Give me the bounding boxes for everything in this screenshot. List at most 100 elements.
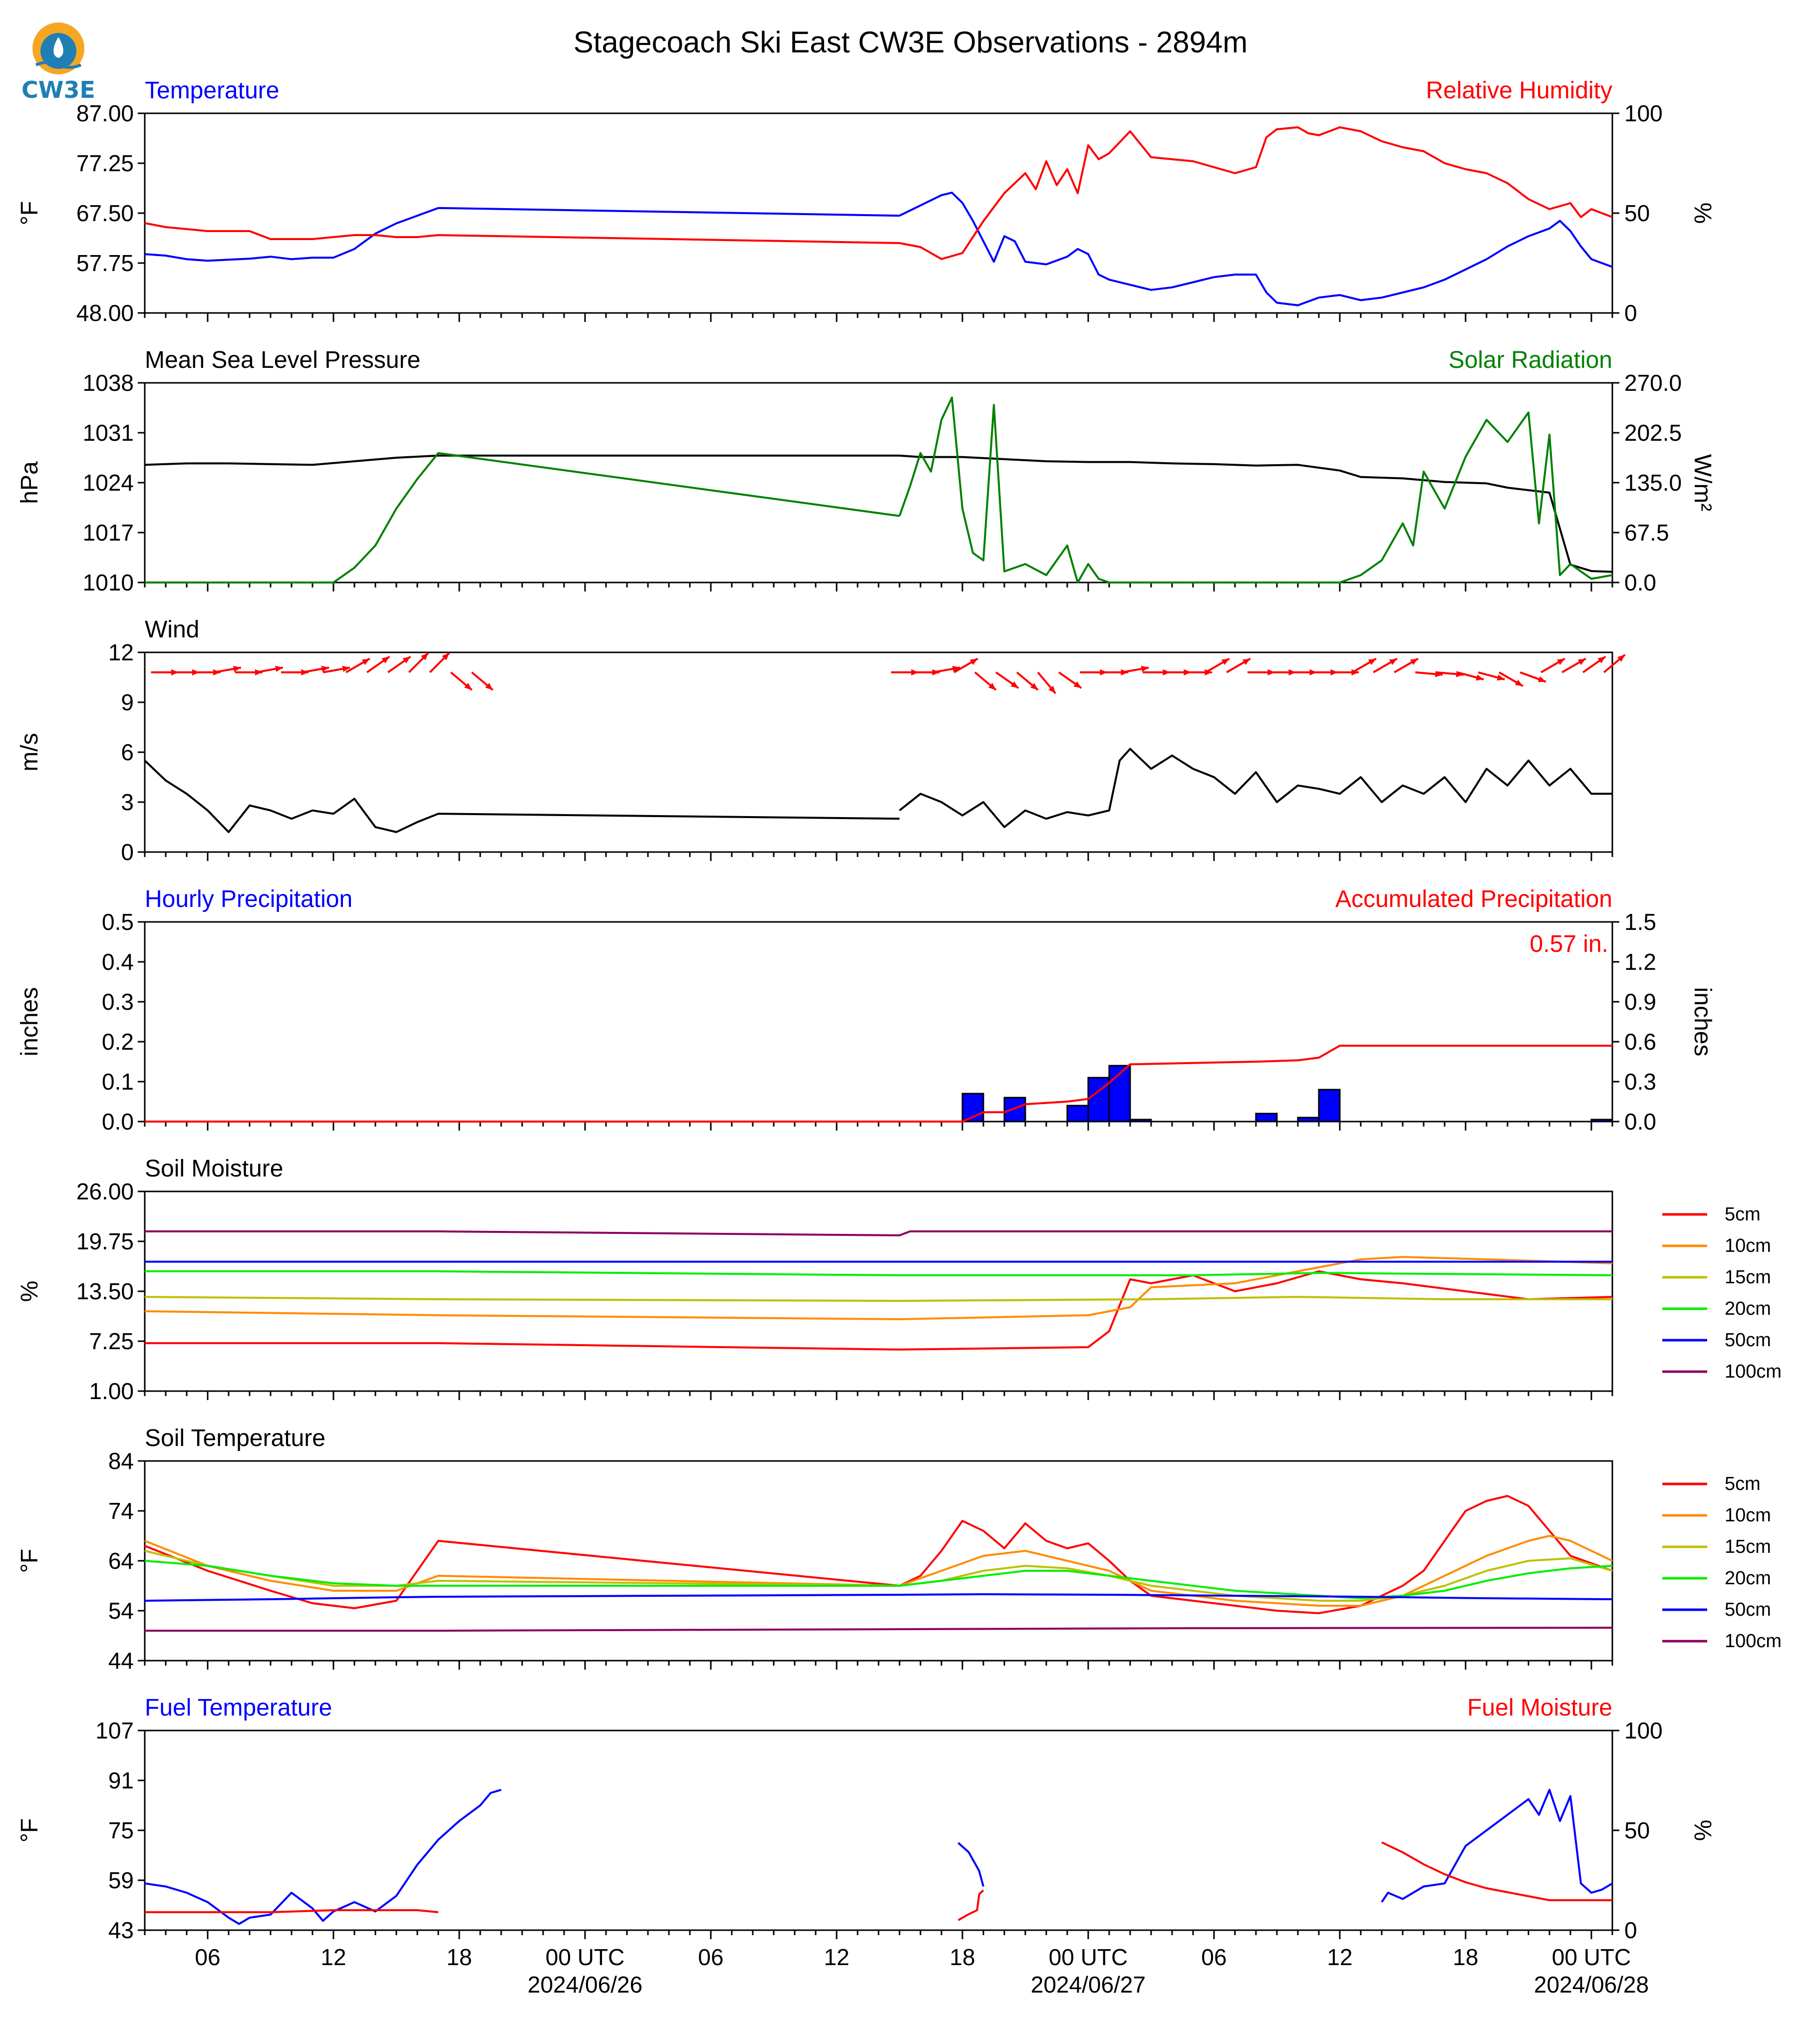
x-tick-label: 18 (446, 1944, 472, 1970)
y-axis-label: % (16, 1281, 43, 1302)
panel-precipitation: 0.0 0.1 0.2 0.3 0.4 0.5 0.0 0.3 0.6 0.9 1.2 1.5 Hour… (16, 886, 1716, 1135)
series-line-10cm (144, 1256, 1613, 1320)
y-tick-label: 12 (108, 639, 134, 665)
cw3e-logo: CW3E (21, 22, 95, 103)
logo-wave-icon (35, 61, 82, 69)
series-line-20cm (144, 1560, 1613, 1599)
panel-left-title: Hourly Precipitation (145, 886, 352, 912)
x-tick-label: 00 UTC (546, 1944, 624, 1970)
y-right-tick-label: 0.0 (1624, 570, 1656, 595)
y-tick-label: 3 (121, 789, 134, 815)
series-line-100cm (145, 1627, 1613, 1632)
legend-label: 10cm (1725, 1235, 1771, 1256)
wind-arrowhead (1556, 658, 1565, 665)
y-tick-label: 7.25 (89, 1328, 134, 1354)
panel-wind: 0 3 6 9 12 Wind m/s (16, 616, 1626, 865)
y-right-tick-label: 1.2 (1624, 949, 1656, 975)
y-tick-label: 75 (108, 1817, 134, 1843)
wind-arrowhead (381, 656, 390, 664)
y-tick-label: 54 (108, 1598, 134, 1624)
y-tick-label: 48.00 (76, 300, 134, 326)
panel-right-title: Fuel Moisture (1467, 1695, 1612, 1721)
logo-text: CW3E (21, 76, 95, 103)
series-line-20cm (145, 1270, 1613, 1276)
panel-left-title: Mean Sea Level Pressure (145, 347, 420, 373)
y-tick-label: 0.3 (102, 989, 134, 1015)
wind-arrowhead (402, 656, 411, 664)
legend-label: 15cm (1725, 1267, 1771, 1288)
x-tick-date: 2024/06/27 (1031, 1972, 1146, 1998)
y-tick-label: 0.4 (102, 949, 134, 975)
y-tick-label: 0 (121, 839, 134, 865)
series-line-fuel_moisture (1381, 1841, 1612, 1901)
wind-arrowhead (1410, 658, 1418, 665)
legend-label: 10cm (1725, 1505, 1771, 1526)
x-tick-label: 00 UTC (1049, 1944, 1128, 1970)
series-line-fuel_moisture (957, 1889, 984, 1921)
legend-label: 100cm (1725, 1631, 1782, 1652)
wind-arrowhead (275, 665, 283, 672)
panel-soil_temperature: 44 54 64 74 84 Soil Temperature °F 5cm 10cm 15cm 2… (16, 1425, 1782, 1674)
wind-arrowhead (988, 683, 996, 690)
wind-arrowhead (1476, 674, 1484, 681)
y-right-tick-label: 270.0 (1624, 370, 1682, 396)
wind-arrowhead (1030, 683, 1038, 690)
wind-arrowhead (1597, 656, 1606, 664)
wind-arrowhead (485, 683, 493, 690)
y-axis-label: °F (16, 1549, 43, 1573)
series-line-wind_speed (144, 760, 900, 833)
wind-arrowhead (1617, 654, 1625, 662)
series-line-15cm (144, 1550, 1613, 1602)
x-tick-date: 2024/06/28 (1534, 1972, 1649, 1998)
y-tick-label: 91 (108, 1767, 134, 1793)
y-right-tick-label: 0 (1624, 1917, 1637, 1943)
series-line-relative_humidity (144, 222, 900, 244)
y-tick-label: 0.1 (102, 1069, 134, 1095)
y-tick-label: 9 (121, 689, 134, 715)
panel-right-title: Accumulated Precipitation (1335, 886, 1612, 912)
precip-bar (961, 1093, 984, 1123)
y-tick-label: 6 (121, 739, 134, 765)
panel-pressure_solar: 1010 1017 1024 1031 1038 0.0 67.5 135.0 202.5 270… (16, 347, 1716, 595)
y-tick-label: 0.5 (102, 909, 134, 935)
series-line-solar_radiation (899, 396, 1613, 583)
y-tick-label: 1.00 (89, 1378, 134, 1404)
y-axis-label: m/s (16, 733, 43, 771)
panel-right-title: Solar Radiation (1449, 347, 1612, 373)
y-tick-label: 74 (108, 1498, 134, 1524)
y-right-tick-label: 0.0 (1624, 1109, 1656, 1135)
y-right-axis-label: % (1689, 203, 1716, 224)
legend-label: 15cm (1725, 1536, 1771, 1557)
y-right-tick-label: 50 (1624, 1817, 1650, 1843)
series-line-fuel_temperature (1381, 1788, 1613, 1903)
x-tick-label: 06 (698, 1944, 723, 1970)
x-tick-label: 12 (1327, 1944, 1352, 1970)
y-right-tick-label: 100 (1624, 1718, 1663, 1743)
series-line-temperature (144, 207, 900, 262)
wind-arrowhead (1010, 681, 1019, 688)
panel-left-title: Soil Moisture (145, 1156, 283, 1182)
y-right-tick-label: 202.5 (1624, 420, 1682, 446)
wind-arrowhead (1497, 674, 1505, 681)
series-line-15cm (144, 1296, 1612, 1302)
y-right-tick-label: 67.5 (1624, 520, 1669, 546)
panel-soil_moisture: 1.00 7.25 13.50 19.75 26.00 Soil Moisture% 5cm… (16, 1156, 1782, 1404)
wind-arrowhead (421, 653, 429, 660)
y-right-tick-label: 0.3 (1624, 1069, 1656, 1095)
wind-arrowhead (1537, 676, 1546, 682)
y-tick-label: 1024 (83, 470, 134, 496)
y-tick-label: 44 (108, 1648, 134, 1674)
series-line-5cm (144, 1495, 1613, 1614)
legend-label: 50cm (1725, 1599, 1771, 1620)
series-line-mslp (144, 454, 1613, 573)
y-tick-label: 13.50 (76, 1278, 134, 1304)
y-tick-label: 1010 (83, 570, 134, 595)
precip-bar (1003, 1097, 1026, 1123)
y-axis-label: inches (16, 987, 43, 1057)
logo-drop-icon (53, 37, 63, 58)
y-right-tick-label: 0.9 (1624, 989, 1656, 1015)
wind-arrowhead (1221, 658, 1229, 665)
x-tick-label: 06 (1201, 1944, 1226, 1970)
wind-arrowhead (442, 653, 450, 660)
